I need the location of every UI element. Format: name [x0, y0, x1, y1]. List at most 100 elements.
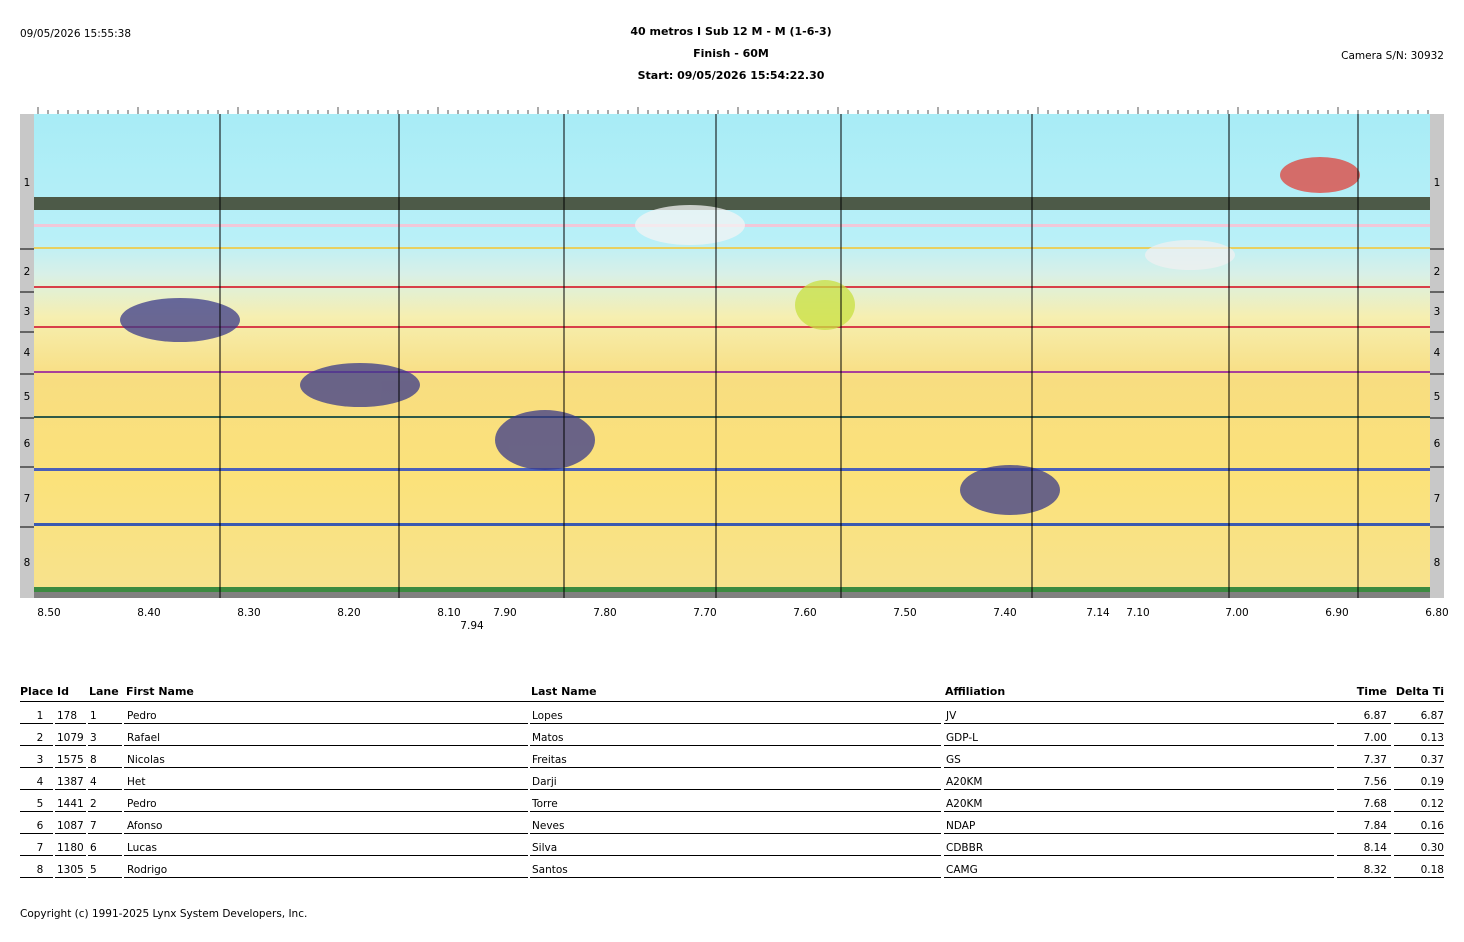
table-cell: 1305: [57, 864, 84, 876]
lane-label: 8: [1434, 557, 1441, 569]
table-cell: 6: [90, 842, 97, 854]
table-cell: CAMG: [946, 864, 978, 876]
finish-lines: [219, 114, 1359, 598]
table-cell: 3: [90, 732, 97, 744]
lane-label: 3: [1434, 306, 1441, 318]
table-cell: 7.56: [1363, 776, 1387, 788]
lane-label: 7: [24, 493, 31, 505]
cell-rule: [124, 745, 528, 746]
table-cell: 3: [36, 754, 44, 766]
cell-rule: [124, 877, 528, 878]
table-cell: Pedro: [127, 798, 157, 810]
table-cell: 2: [90, 798, 97, 810]
table-cell: 8: [36, 864, 44, 876]
table-cell: Pedro: [127, 710, 157, 722]
table-cell: Silva: [532, 842, 558, 854]
cell-rule: [530, 789, 941, 790]
cell-rule: [530, 767, 941, 768]
cell-rule: [55, 811, 86, 812]
lane-label: 4: [24, 347, 31, 359]
cell-rule: [88, 855, 122, 856]
cell-rule: [530, 745, 941, 746]
cell-rule: [1394, 789, 1444, 790]
cell-rule: [530, 833, 941, 834]
table-cell: 6: [36, 820, 44, 832]
cell-rule: [20, 767, 53, 768]
table-cell: 7.00: [1363, 732, 1387, 744]
time-label: 7.00: [1225, 607, 1248, 619]
table-cell: GDP-L: [946, 732, 978, 744]
table-cell: 5: [90, 864, 97, 876]
table-cell: 4: [36, 776, 44, 788]
cell-rule: [20, 811, 53, 812]
table-cell: 1079: [57, 732, 84, 744]
time-label: 8.20: [337, 607, 360, 619]
table-cell: 1087: [57, 820, 84, 832]
cell-rule: [55, 767, 86, 768]
time-label: 7.94: [460, 620, 484, 632]
cell-rule: [944, 789, 1334, 790]
table-cell: 7.84: [1363, 820, 1387, 832]
table-cell: 5: [36, 798, 44, 810]
table-cell: Matos: [532, 732, 564, 744]
time-label: 7.70: [693, 607, 716, 619]
table-cell: Afonso: [127, 820, 163, 832]
table-cell: 0.12: [1420, 798, 1444, 810]
cell-rule: [124, 723, 528, 724]
lane-label: 8: [24, 557, 31, 569]
time-label: 6.90: [1325, 607, 1348, 619]
cell-rule: [88, 811, 122, 812]
column-header: Last Name: [531, 685, 597, 698]
cell-rule: [55, 723, 86, 724]
table-cell: A20KM: [946, 798, 983, 810]
table-cell: Nicolas: [127, 754, 165, 766]
cell-rule: [1337, 877, 1391, 878]
table-cell: 6.87: [1363, 710, 1387, 722]
cell-rule: [1394, 855, 1444, 856]
time-label: 7.14: [1086, 607, 1110, 619]
table-cell: 7: [36, 842, 44, 854]
cell-rule: [20, 723, 53, 724]
time-label: 6.80: [1425, 607, 1448, 619]
cell-rule: [124, 833, 528, 834]
table-cell: 1575: [57, 754, 84, 766]
cell-rule: [1337, 811, 1391, 812]
cell-rule: [1394, 723, 1444, 724]
column-header: Affiliation: [945, 685, 1006, 698]
table-cell: 7.68: [1363, 798, 1387, 810]
cell-rule: [88, 789, 122, 790]
time-labels: 8.50 8.40 8.30 8.20 8.107.94 7.90 7.80 7.70 7.60…: [37, 607, 1448, 632]
cell-rule: [944, 855, 1334, 856]
cell-rule: [55, 855, 86, 856]
table-cell: 1: [90, 710, 97, 722]
cell-rule: [1337, 855, 1391, 856]
camera-serial: Camera S/N: 30932: [1341, 50, 1444, 62]
table-cell: Freitas: [532, 754, 567, 766]
table-cell: GS: [946, 754, 961, 766]
cell-rule: [124, 767, 528, 768]
table-cell: Rafael: [127, 732, 161, 744]
cell-rule: [55, 833, 86, 834]
cell-rule: [55, 745, 86, 746]
cell-rule: [944, 811, 1334, 812]
table-cell: 2: [36, 732, 44, 744]
table-cell: 0.16: [1420, 820, 1444, 832]
table-cell: Torre: [532, 798, 558, 810]
lane-label: 6: [24, 438, 31, 450]
lane-label: 5: [1434, 391, 1441, 403]
race-title: 40 metros I Sub 12 M - M (1-6-3): [630, 25, 832, 38]
lane-label: 2: [24, 266, 31, 278]
cell-rule: [20, 833, 53, 834]
cell-rule: [1394, 767, 1444, 768]
lane-label: 5: [24, 391, 31, 403]
table-cell: 0.13: [1420, 732, 1444, 744]
table-cell: CDBBR: [946, 842, 984, 854]
time-label: 8.10: [437, 607, 460, 619]
table-cell: A20KM: [946, 776, 983, 788]
cell-rule: [530, 877, 941, 878]
table-cell: 0.30: [1420, 842, 1444, 854]
cell-rule: [1394, 745, 1444, 746]
photo-finish: 1 12 23 34 45 56 67 78 8 8.50 8.40 8.30 8.20 8.107.9…: [20, 107, 1449, 632]
cell-rule: [1337, 745, 1391, 746]
